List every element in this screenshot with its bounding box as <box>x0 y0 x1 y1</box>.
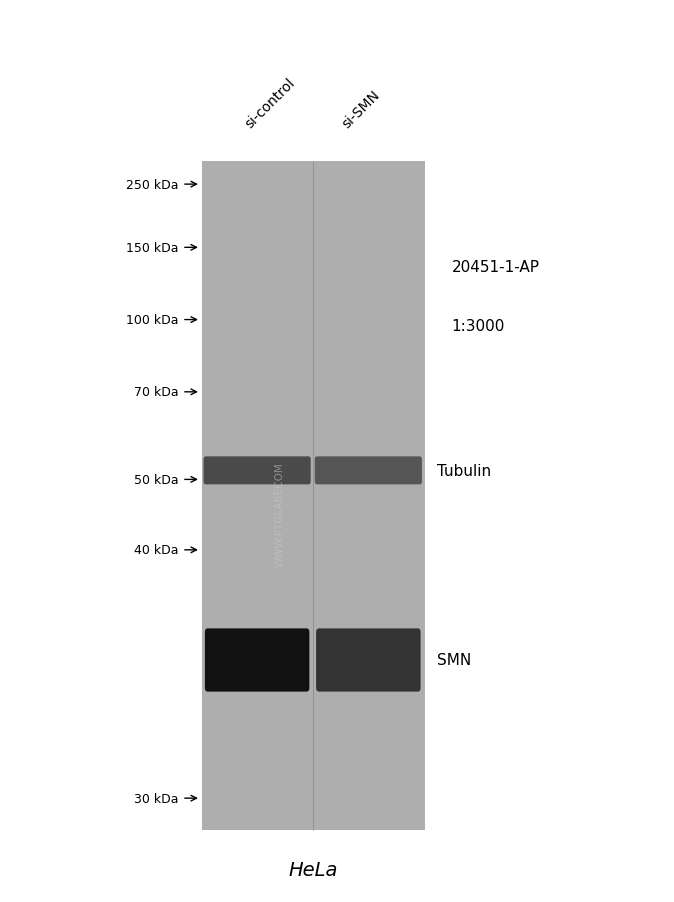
Text: SMN: SMN <box>437 653 471 667</box>
Text: si-SMN: si-SMN <box>339 87 382 131</box>
FancyBboxPatch shape <box>205 629 309 692</box>
FancyBboxPatch shape <box>316 629 421 692</box>
Text: 20451-1-AP: 20451-1-AP <box>452 260 540 275</box>
Text: 250 kDa: 250 kDa <box>126 179 179 191</box>
Text: 1:3000: 1:3000 <box>452 318 505 334</box>
Text: 100 kDa: 100 kDa <box>126 314 179 327</box>
Text: WWW.PTGLABECOM: WWW.PTGLABECOM <box>275 462 284 566</box>
FancyBboxPatch shape <box>204 457 311 485</box>
Text: 40 kDa: 40 kDa <box>134 544 179 557</box>
Text: si-control: si-control <box>243 76 298 131</box>
Text: 70 kDa: 70 kDa <box>134 386 179 399</box>
Text: HeLa: HeLa <box>288 861 338 879</box>
Text: 30 kDa: 30 kDa <box>134 792 179 805</box>
Text: 150 kDa: 150 kDa <box>126 242 179 254</box>
FancyBboxPatch shape <box>315 457 422 485</box>
Text: Tubulin: Tubulin <box>437 464 491 478</box>
Text: 50 kDa: 50 kDa <box>134 474 179 486</box>
